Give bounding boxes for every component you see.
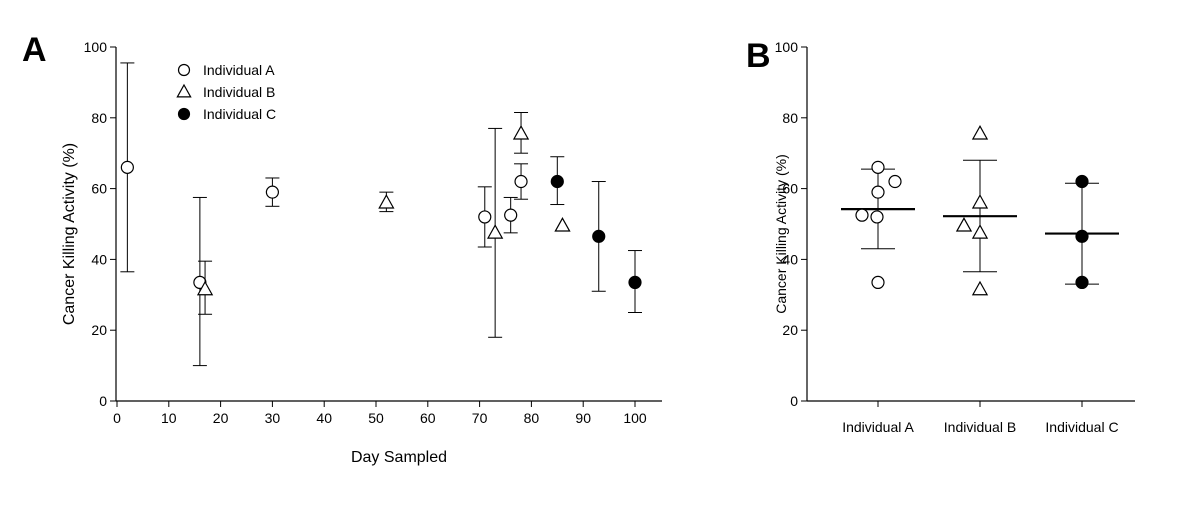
chart-a-point [554, 217, 571, 232]
chart-a-x-tick-label: 90 [575, 410, 591, 426]
chart-a-y-tick-label: 40 [91, 251, 107, 267]
chart-a: 0 20 40 60 80 100 0 10 20 30 40 50 60 70 80 90 100 Day S… [61, 39, 662, 466]
chart-b-point [855, 208, 869, 222]
chart-b-point [971, 194, 989, 209]
chart-a-point [512, 125, 530, 140]
chart-a-x-tick-label: 70 [472, 410, 488, 426]
chart-b-point [1075, 174, 1089, 189]
chart-b-y-tick-label: 60 [782, 181, 798, 197]
chart-a-x-tick-label: 100 [623, 410, 647, 426]
legend-marker-circle-open [177, 63, 191, 77]
chart-b-point [871, 160, 885, 174]
chart-b: 0 20 40 60 80 100 Individual A Individual B Indi… [773, 39, 1135, 435]
panel-label-a: A [22, 31, 47, 69]
chart-a-x-tick-label: 30 [265, 410, 281, 426]
chart-a-point [265, 185, 279, 199]
chart-b-y-tick-label: 40 [782, 251, 798, 267]
chart-b-point [971, 280, 989, 296]
legend-marker-triangle-open [176, 83, 192, 98]
chart-b-point [871, 185, 885, 199]
chart-a-y-tick-label: 100 [84, 39, 108, 55]
chart-a-axes: 0 20 40 60 80 100 0 10 20 30 40 50 60 70 80 90 100 [84, 39, 662, 426]
chart-a-x-tick-label: 40 [316, 410, 332, 426]
chart-b-point [888, 174, 902, 189]
chart-a-point [550, 174, 564, 189]
chart-a-x-axis-title: Day Sampled [351, 449, 447, 466]
chart-a-x-tick-label: 20 [213, 410, 229, 426]
chart-b-point [871, 275, 885, 290]
chart-a-marks [120, 62, 642, 367]
chart-b-point [1075, 229, 1089, 243]
legend-label-a: Individual A [203, 62, 275, 78]
chart-a-x-tick-label: 60 [420, 410, 436, 426]
chart-b-y-axis-title: Cancer Killing Activity (%) [773, 154, 789, 314]
chart-a-y-tick-label: 0 [99, 393, 107, 409]
chart-a-y-axis-title: Cancer Killing Activity (%) [61, 143, 78, 325]
chart-a-point [592, 229, 606, 243]
chart-a-x-tick-label: 50 [368, 410, 384, 426]
chart-a-point [514, 174, 528, 189]
chart-a-x-tick-label: 10 [161, 410, 177, 426]
chart-b-axes: 0 20 40 60 80 100 Individual A Individual B Indi… [775, 39, 1135, 435]
chart-a-y-tick-label: 20 [91, 322, 107, 338]
chart-b-x-tick-label: Individual A [842, 419, 914, 435]
chart-a-point [486, 224, 504, 239]
chart-b-y-tick-label: 100 [775, 39, 799, 55]
legend-label-c: Individual C [203, 106, 276, 122]
chart-b-marks [841, 125, 1119, 296]
chart-b-point [870, 210, 884, 224]
chart-a-point [504, 208, 518, 222]
chart-a-point [196, 280, 214, 296]
chart-a-y-tick-label: 60 [91, 181, 107, 197]
chart-a-point [478, 210, 492, 224]
legend-item-c: Individual C [177, 106, 276, 122]
chart-b-point [971, 224, 989, 239]
panel-label-b: B [746, 37, 771, 75]
chart-b-y-tick-label: 0 [790, 393, 798, 409]
legend-item-a: Individual A [177, 62, 275, 78]
chart-b-point [1075, 275, 1089, 290]
chart-a-x-tick-label: 80 [524, 410, 540, 426]
chart-b-y-tick-label: 20 [782, 322, 798, 338]
chart-a-x-tick-label: 0 [113, 410, 121, 426]
chart-a-point [120, 160, 134, 174]
chart-b-point [955, 217, 973, 232]
chart-b-y-tick-label: 80 [782, 110, 798, 126]
chart-a-point [378, 194, 395, 209]
legend-item-b: Individual B [176, 83, 275, 100]
legend-marker-circle-filled [177, 107, 191, 121]
legend: Individual A Individual B Individual C [176, 62, 276, 122]
chart-b-x-tick-label: Individual B [944, 419, 1016, 435]
legend-label-b: Individual B [203, 84, 275, 100]
chart-a-y-tick-label: 80 [91, 110, 107, 126]
chart-b-point [971, 125, 989, 140]
chart-a-point [628, 275, 642, 290]
chart-b-x-tick-label: Individual C [1045, 419, 1118, 435]
